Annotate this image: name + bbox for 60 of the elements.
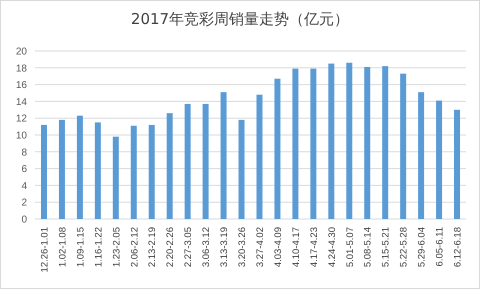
bar xyxy=(76,116,83,219)
x-tick-label: 5.01-5.07 xyxy=(344,227,356,268)
bar xyxy=(364,66,370,219)
y-tick-label: 20 xyxy=(16,46,28,58)
bar xyxy=(202,104,209,219)
x-tick-label: 1.02-1.08 xyxy=(57,227,68,268)
x-tick-label: 5.15-5.21 xyxy=(380,227,392,268)
x-tick-label: 4.24-4.30 xyxy=(326,227,338,268)
x-tick-label: 4.03-4.09 xyxy=(272,227,284,268)
y-tick-label: 8 xyxy=(21,147,28,158)
bar xyxy=(166,113,173,219)
chart-title: 2017年竞彩周销量走势（亿元） xyxy=(130,10,350,28)
bar xyxy=(274,78,280,219)
y-tick-label: 2 xyxy=(21,198,28,209)
x-tick-label: 5.29-6.04 xyxy=(416,227,428,268)
y-tick-label: 18 xyxy=(16,63,28,74)
x-tick-label: 3.27-4.02 xyxy=(254,227,266,268)
x-tick-label: 1.16-1.22 xyxy=(93,227,104,268)
x-tick-label: 5.22-5.28 xyxy=(398,227,410,268)
bar xyxy=(238,120,245,219)
bar xyxy=(328,64,334,219)
bar xyxy=(220,92,227,219)
bar xyxy=(418,92,424,219)
bar xyxy=(292,68,298,219)
x-tick-label: 3.13-3.19 xyxy=(219,227,230,268)
bar xyxy=(130,126,137,219)
bar xyxy=(310,68,316,219)
y-tick-label: 4 xyxy=(21,180,28,192)
bar xyxy=(184,104,191,219)
y-tick-label: 6 xyxy=(21,164,28,176)
y-tick-label: 0 xyxy=(21,214,28,226)
x-tick-label: 12.26-1.01 xyxy=(39,227,50,272)
y-tick-label: 14 xyxy=(16,96,28,108)
bar xyxy=(256,94,262,219)
bar xyxy=(40,124,47,219)
x-tick-label: 4.17-4.23 xyxy=(308,227,320,268)
y-tick-label: 10 xyxy=(16,130,28,142)
y-tick-label: 16 xyxy=(16,80,28,92)
bar xyxy=(454,110,460,219)
x-tick-label: 2.20-2.26 xyxy=(165,227,176,268)
y-tick-label: 12 xyxy=(16,114,28,125)
x-tick-label: 5.08-5.14 xyxy=(362,227,374,268)
x-tick-label: 3.06-3.12 xyxy=(201,227,212,268)
bar xyxy=(148,124,155,219)
x-tick-label: 3.20-3.26 xyxy=(237,227,248,268)
bar xyxy=(112,136,119,219)
bar xyxy=(436,100,442,219)
bar xyxy=(346,62,352,219)
bar xyxy=(400,74,406,219)
x-tick-label: 6.12-6.18 xyxy=(452,227,464,268)
x-tick-label: 2.27-3.05 xyxy=(183,227,194,268)
bar xyxy=(94,122,101,219)
x-tick-label: 2.06-2.12 xyxy=(129,227,140,268)
bar xyxy=(58,120,65,219)
x-tick-label: 2.13-2.19 xyxy=(147,227,158,268)
x-tick-label: 4.10-4.17 xyxy=(290,227,302,268)
x-tick-label: 6.05-6.11 xyxy=(434,227,446,266)
x-tick-label: 1.23-2.05 xyxy=(111,227,122,268)
x-tick-label: 1.09-1.15 xyxy=(75,227,86,268)
bar xyxy=(382,66,388,219)
